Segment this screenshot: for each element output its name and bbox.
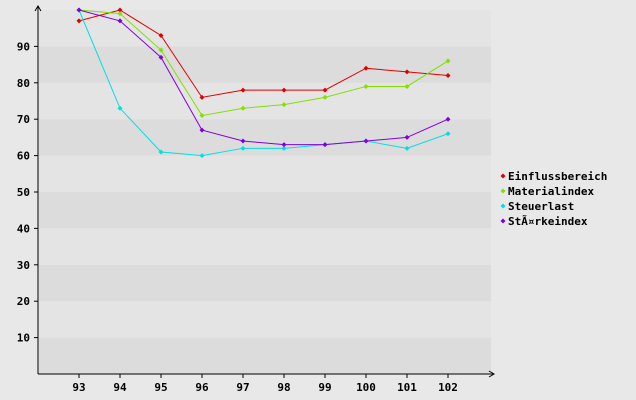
y-axis-ticks: 10 20 30 40 50 60 70 80 90	[17, 40, 38, 345]
series-layer	[76, 7, 451, 159]
y-tick-label: 80	[17, 77, 30, 90]
series-line	[78, 9, 449, 146]
grid-band	[39, 46, 491, 83]
y-tick-label: 70	[17, 113, 30, 126]
x-tick-label: 101	[397, 381, 417, 394]
legend-label: StÃ¤rkeindex	[508, 215, 588, 228]
data-point	[363, 138, 369, 144]
legend-item: StÃ¤rkeindex	[500, 215, 588, 228]
grid-band	[39, 337, 491, 374]
legend-label: Einflussbereich	[508, 170, 607, 183]
legend-item: Einflussbereich	[500, 170, 607, 183]
x-tick-label: 102	[438, 381, 458, 394]
x-tick-label: 99	[318, 381, 331, 394]
data-point	[404, 69, 410, 75]
grid-band	[39, 228, 491, 265]
y-tick-label: 10	[17, 332, 30, 345]
y-tick-label: 50	[17, 186, 30, 199]
x-axis-arrow	[488, 370, 495, 378]
data-point	[76, 18, 82, 24]
data-point	[404, 83, 410, 89]
data-point	[199, 113, 205, 119]
data-point	[322, 94, 328, 100]
x-tick-label: 96	[195, 381, 209, 394]
y-tick-label: 30	[17, 259, 30, 272]
data-point	[281, 145, 287, 151]
data-point	[117, 18, 123, 24]
data-point	[363, 83, 369, 89]
data-point	[445, 58, 451, 64]
legend-label: Steuerlast	[508, 200, 574, 213]
x-tick-label: 98	[277, 381, 290, 394]
data-point	[281, 142, 287, 148]
series-line	[78, 9, 449, 157]
grid-band	[39, 301, 491, 338]
data-point	[199, 94, 205, 100]
legend-item: Materialindex	[500, 185, 594, 198]
grid-band	[39, 10, 491, 47]
x-tick-label: 94	[113, 381, 127, 394]
data-point	[322, 87, 328, 93]
data-point	[240, 105, 246, 111]
data-point	[281, 102, 287, 108]
data-point	[363, 65, 369, 71]
grid-band	[39, 264, 491, 302]
data-point	[158, 149, 164, 155]
data-point	[76, 7, 82, 13]
data-point	[322, 142, 328, 148]
x-tick-label: 97	[236, 381, 249, 394]
grid-bands	[39, 10, 491, 374]
legend-marker	[500, 173, 506, 179]
data-point	[281, 87, 287, 93]
data-point	[158, 47, 164, 53]
data-point	[158, 54, 164, 60]
legend-label: Materialindex	[508, 185, 594, 198]
grid-band	[39, 192, 491, 229]
y-axis-arrow	[34, 5, 42, 12]
data-point	[445, 116, 451, 122]
y-tick-label: 90	[17, 40, 30, 53]
axes	[34, 5, 495, 378]
grid-band	[39, 155, 491, 192]
y-tick-label: 60	[17, 150, 30, 163]
data-point	[240, 87, 246, 93]
data-point	[240, 145, 246, 151]
legend-marker	[500, 188, 506, 194]
series-line	[78, 9, 449, 117]
legend-marker	[500, 203, 506, 209]
x-tick-label: 93	[72, 381, 85, 394]
legend-marker	[500, 218, 506, 224]
data-point	[240, 138, 246, 144]
legend-item: Steuerlast	[500, 200, 574, 213]
series-3	[76, 7, 451, 148]
y-tick-label: 40	[17, 222, 30, 235]
series-line	[78, 9, 449, 98]
data-point	[199, 153, 205, 159]
x-tick-label: 100	[356, 381, 376, 394]
grid-band	[39, 82, 491, 120]
data-point	[445, 131, 451, 137]
data-point	[117, 105, 123, 111]
series-0	[76, 7, 451, 100]
data-point	[445, 73, 451, 79]
x-axis-ticks: 93 94 95 96 97 98 99 100 101 102	[72, 374, 458, 394]
grid-band	[39, 119, 491, 156]
y-tick-label: 20	[17, 295, 30, 308]
data-point	[404, 145, 410, 151]
data-point	[404, 134, 410, 140]
data-point	[117, 7, 123, 13]
x-tick-label: 95	[154, 381, 167, 394]
data-point	[117, 11, 123, 17]
data-point	[158, 32, 164, 38]
data-point	[199, 127, 205, 133]
legend: Einflussbereich Materialindex Steuerlast St…	[500, 170, 607, 228]
